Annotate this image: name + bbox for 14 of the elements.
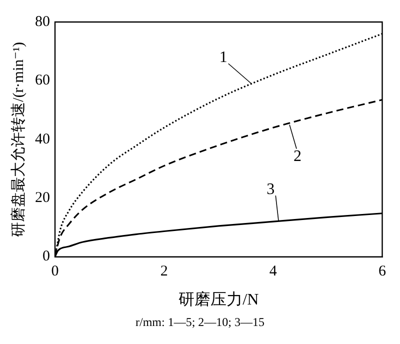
y-axis-title: 研磨盘最大允许转速/(r·min⁻¹)	[10, 42, 27, 237]
y-tick-label: 60	[35, 72, 50, 89]
x-tick-label: 6	[378, 264, 386, 280]
annotation: 3	[266, 180, 275, 198]
y-tick-label: 40	[35, 131, 50, 148]
text: r/mm: 1—5; 2—10; 3—15	[134, 314, 266, 330]
x-axis-title: 研磨压力/N	[178, 290, 260, 309]
annotation: 1	[219, 48, 228, 66]
annotation: 2	[294, 148, 302, 165]
y-tick-label: 20	[35, 190, 50, 206]
x-tick-label: 2	[160, 264, 168, 280]
y-tick-label: 0	[42, 248, 50, 265]
y-tick-label: 80	[35, 14, 50, 30]
x-tick-label: 4	[269, 264, 278, 280]
